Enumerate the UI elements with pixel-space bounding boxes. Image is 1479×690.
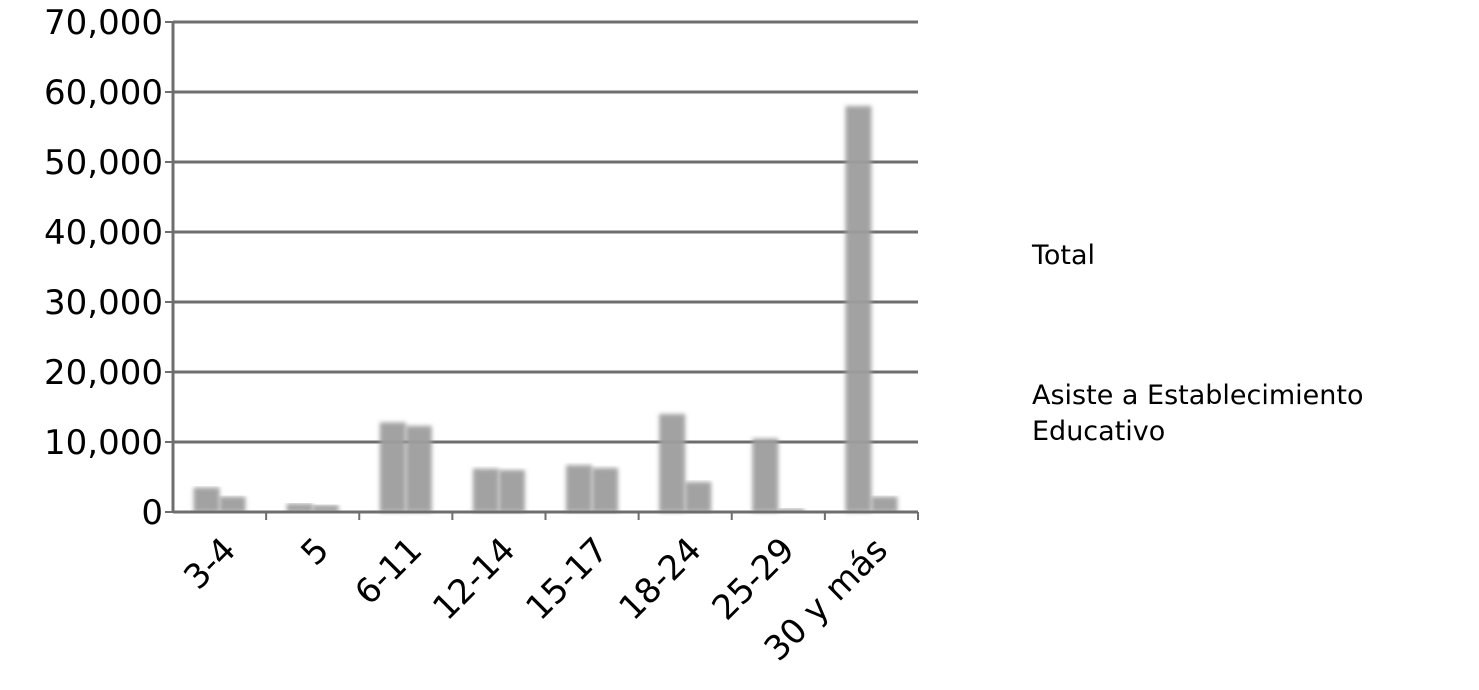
bar-asiste [871,496,898,512]
bar-total [472,468,499,512]
x-tick-label: 12-14 [425,530,523,628]
bar-asiste [685,481,712,512]
bar-total [845,106,872,512]
axes [171,22,919,520]
x-tick-label: 15-17 [518,530,616,628]
bar-total [566,465,593,512]
y-axis-tick-labels: 0 10,000 20,000 30,000 40,000 50,000 60,000 70,… [44,3,163,533]
bar-total [752,438,779,512]
y-tick-label: 0 [141,493,163,533]
y-tick-label: 20,000 [44,353,163,393]
x-tick-label: 18-24 [611,530,709,628]
y-tick-label: 40,000 [44,213,163,253]
bar-asiste [778,508,805,512]
bar-total [379,422,406,512]
gridlines [165,20,918,513]
y-tick-label: 50,000 [44,143,163,183]
x-tick-label: 6-11 [347,530,430,613]
bar-total [659,414,686,512]
bar-total [193,487,220,512]
bar-asiste [405,425,432,512]
bar-asiste [592,467,619,512]
legend-label-asiste-line1: Asiste a Establecimiento [1032,380,1364,411]
legend-entry-total: Total [1032,238,1452,274]
bar-asiste [219,496,246,512]
bar-asiste [312,505,339,512]
y-tick-label: 10,000 [44,423,163,463]
x-tick-label: 5 [293,530,337,574]
bars [193,106,898,512]
legend-label-total: Total [1032,240,1096,271]
y-tick-label: 70,000 [44,3,163,43]
bar-total [286,503,313,512]
legend-label-asiste-line2: Educativo [1032,416,1166,447]
y-tick-label: 30,000 [44,283,163,323]
x-tick-label: 3-4 [176,530,244,598]
bar-asiste [498,470,525,512]
legend-entry-asiste: Asiste a Establecimiento Educativo [1032,378,1472,450]
y-tick-label: 60,000 [44,73,163,113]
